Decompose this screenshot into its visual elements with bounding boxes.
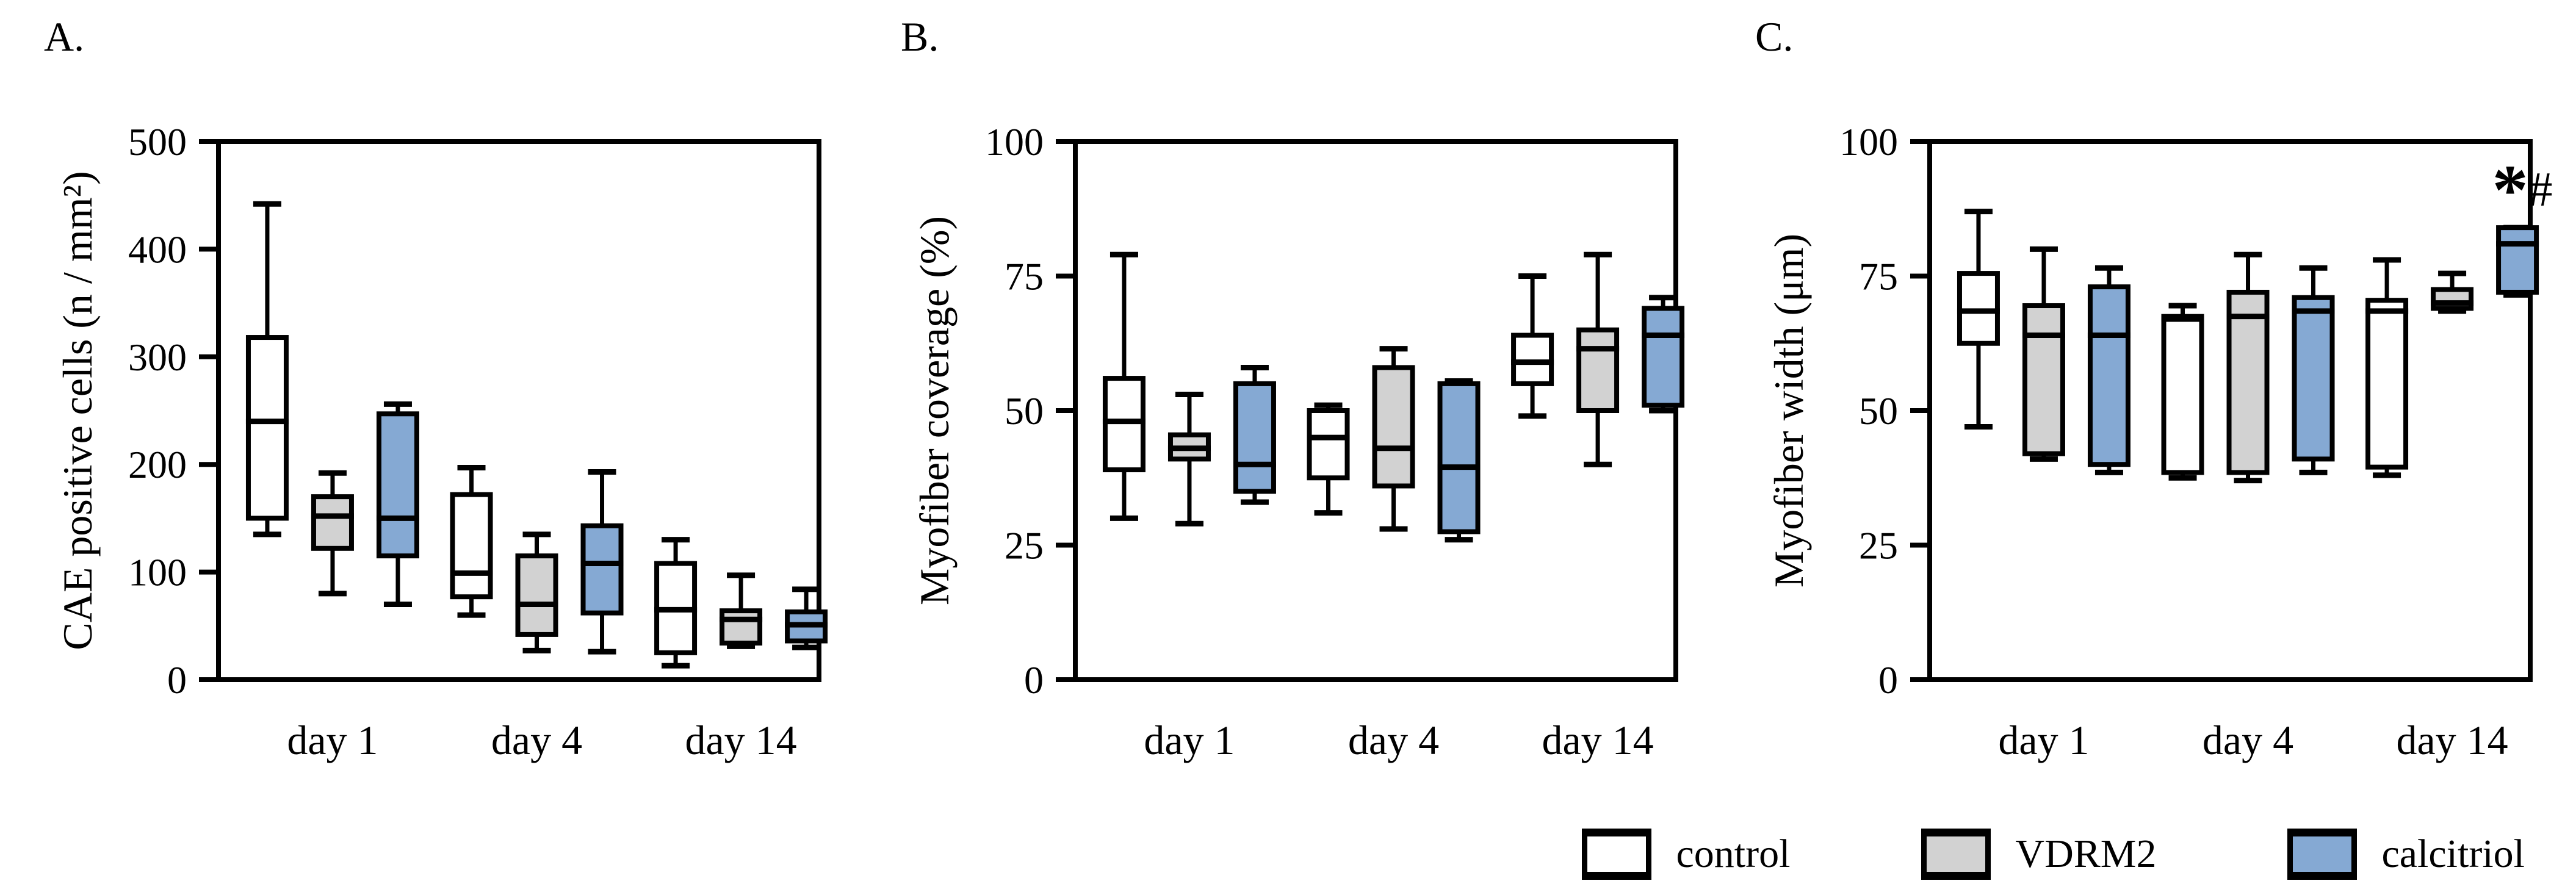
boxplot-calcitriol-day-14 bbox=[785, 586, 828, 650]
box bbox=[1233, 381, 1276, 494]
y-tick-label: 25 bbox=[1005, 524, 1044, 567]
y-tick-label: 0 bbox=[1024, 658, 1044, 702]
legend-swatch-calcitriol bbox=[2287, 829, 2358, 880]
boxplot-calcitriol-day-1 bbox=[2087, 265, 2130, 475]
boxplot-VDRM2-day-4 bbox=[515, 531, 558, 653]
panel-letter-c: C. bbox=[1755, 13, 1794, 60]
box bbox=[1307, 408, 1350, 481]
x-category-label: day 14 bbox=[2396, 717, 2508, 763]
y-tick-label: 25 bbox=[1859, 524, 1898, 567]
box bbox=[311, 494, 354, 551]
panel-a: A. 0 100 200 300 400 500 CAE positive cells (n… bbox=[28, 6, 862, 824]
box bbox=[450, 492, 493, 600]
boxplot-calcitriol-day-1 bbox=[376, 401, 419, 608]
legend-swatch-vdrm2 bbox=[1921, 829, 1991, 880]
boxplot-VDRM2-day-4 bbox=[1372, 346, 1415, 532]
boxplot-calcitriol-day-4 bbox=[1437, 378, 1481, 543]
y-tick-label: 50 bbox=[1005, 389, 1044, 433]
x-category-label: day 14 bbox=[685, 717, 796, 763]
boxplot-control-day-4 bbox=[2161, 303, 2204, 481]
x-category-label: day 4 bbox=[491, 717, 582, 763]
box bbox=[2161, 314, 2204, 475]
x-category-label: day 1 bbox=[287, 717, 378, 763]
boxplot-control-day-14 bbox=[654, 537, 698, 669]
y-axis-title: Myofiber width (μm) bbox=[1766, 234, 1812, 588]
box bbox=[245, 335, 289, 521]
y-tick-label: 300 bbox=[128, 336, 187, 379]
boxplot-VDRM2-day-1 bbox=[311, 470, 354, 597]
legend-entry-vdrm2: VDRM2 bbox=[1921, 829, 2156, 880]
boxplot-calcitriol-day-14 bbox=[1642, 295, 1685, 414]
boxplot-VDRM2-day-1 bbox=[2022, 246, 2065, 462]
panel-b: B. 0 25 50 75 100 Myofiber coverage (%) day 1 d… bbox=[885, 6, 1719, 824]
y-tick-label: 100 bbox=[128, 551, 187, 594]
boxplot-chart-c: 0 25 50 75 100 Myofiber width (μm) day 1 day 4 d… bbox=[1766, 120, 2553, 763]
box bbox=[580, 523, 624, 616]
legend-label-calcitriol: calcitriol bbox=[2381, 832, 2525, 876]
significance-annotation: *# bbox=[2492, 150, 2553, 230]
boxplot-control-day-1 bbox=[245, 201, 289, 538]
y-tick-label: 0 bbox=[1878, 658, 1898, 702]
y-tick-label: 100 bbox=[1839, 120, 1898, 164]
y-tick-label: 400 bbox=[128, 228, 187, 271]
legend-label-vdrm2: VDRM2 bbox=[2015, 832, 2157, 876]
box bbox=[376, 411, 419, 559]
box bbox=[1642, 306, 1685, 408]
plot-frame bbox=[1927, 139, 2533, 682]
boxplot-control-day-4 bbox=[1307, 402, 1350, 516]
box bbox=[1372, 365, 1415, 489]
x-category-label: day 14 bbox=[1542, 717, 1653, 763]
y-tick-label: 50 bbox=[1859, 389, 1898, 433]
box bbox=[720, 608, 763, 646]
boxplot-control-day-1 bbox=[1957, 209, 2000, 430]
x-category-label: day 4 bbox=[2203, 717, 2293, 763]
panel-c: C. 0 25 50 75 100 Myofiber width (μm) day 1 day… bbox=[1739, 6, 2573, 824]
legend-swatch-control bbox=[1582, 829, 1652, 880]
y-tick-label: 100 bbox=[985, 120, 1044, 164]
x-category-label: day 1 bbox=[1144, 717, 1235, 763]
boxplot-control-day-1 bbox=[1102, 251, 1145, 521]
boxplot-VDRM2-day-1 bbox=[1167, 392, 1211, 527]
y-axis-title: CAE positive cells (n / mm²) bbox=[54, 171, 101, 650]
plot-frame bbox=[216, 139, 821, 682]
boxplot-calcitriol-day-1 bbox=[1233, 364, 1276, 505]
legend-entry-control: control bbox=[1582, 829, 1790, 880]
boxplot-VDRM2-day-14 bbox=[720, 572, 763, 649]
boxplot-chart-a: 0 100 200 300 400 500 CAE positive cells (n / … bbox=[54, 120, 828, 763]
legend: control VDRM2 calcitriol bbox=[1582, 829, 2525, 880]
legend-label-control: control bbox=[1676, 832, 1791, 876]
legend-entry-calcitriol: calcitriol bbox=[2287, 829, 2525, 880]
boxplot-calcitriol-day-14 bbox=[2496, 225, 2539, 298]
box bbox=[1576, 327, 1620, 414]
boxplot-VDRM2-day-14 bbox=[1576, 251, 1620, 467]
box bbox=[2226, 289, 2270, 475]
boxplot-VDRM2-day-4 bbox=[2226, 251, 2270, 484]
box bbox=[1437, 381, 1481, 534]
y-axis-title: Myofiber coverage (%) bbox=[911, 216, 958, 605]
y-tick-label: 0 bbox=[167, 658, 187, 702]
x-category-label: day 1 bbox=[1998, 717, 2089, 763]
y-tick-label: 75 bbox=[1005, 255, 1044, 298]
panel-letter-b: B. bbox=[901, 13, 939, 60]
y-tick-label: 200 bbox=[128, 443, 187, 486]
x-category-label: day 4 bbox=[1348, 717, 1439, 763]
boxplot-calcitriol-day-4 bbox=[580, 469, 624, 655]
box bbox=[2087, 284, 2130, 467]
boxplot-VDRM2-day-14 bbox=[2431, 270, 2474, 314]
box bbox=[2022, 303, 2065, 456]
boxplot-calcitriol-day-4 bbox=[2292, 265, 2335, 475]
y-tick-label: 500 bbox=[128, 120, 187, 164]
box bbox=[2365, 298, 2409, 470]
box bbox=[515, 553, 558, 637]
box bbox=[2496, 225, 2539, 295]
boxplot-control-day-14 bbox=[1511, 273, 1554, 419]
boxplot-control-day-14 bbox=[2365, 257, 2409, 478]
boxplot-chart-b: 0 25 50 75 100 Myofiber coverage (%) day 1 day … bbox=[911, 120, 1685, 763]
boxplot-control-day-4 bbox=[450, 464, 493, 618]
box bbox=[2292, 295, 2335, 462]
y-tick-label: 75 bbox=[1859, 255, 1898, 298]
panel-letter-a: A. bbox=[44, 13, 85, 60]
